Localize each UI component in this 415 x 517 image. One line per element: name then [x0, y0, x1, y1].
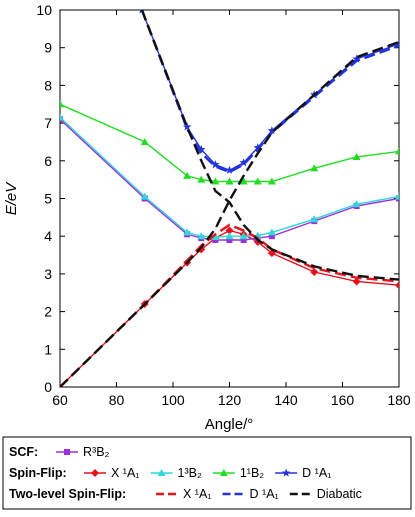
y-tick-label: 5 — [44, 191, 52, 207]
legend-item: X ¹A₁ — [84, 466, 140, 480]
series-3 — [60, 100, 399, 185]
legend-item: 1¹B₂ — [212, 466, 264, 480]
y-tick-label: 4 — [44, 228, 52, 244]
legend-item: R³B₂ — [56, 445, 110, 459]
data-point — [239, 158, 248, 167]
data-point — [225, 226, 234, 235]
legend-label: D ¹A₁ — [250, 487, 279, 501]
data-point — [226, 236, 233, 243]
data-point — [60, 113, 64, 121]
x-tick-label: 180 — [387, 392, 411, 408]
data-point — [240, 236, 247, 243]
legend-label: X ¹A₁ — [111, 466, 140, 480]
legend-item: Diabatic — [289, 487, 362, 501]
legend-label: 1³B₂ — [178, 466, 202, 480]
data-point — [140, 137, 149, 145]
data-point — [239, 232, 248, 240]
series-line — [60, 40, 399, 387]
data-point — [196, 144, 206, 154]
y-tick-label: 3 — [44, 266, 52, 282]
y-tick-label: 8 — [44, 77, 52, 93]
data-point — [267, 126, 277, 135]
data-point — [310, 215, 319, 223]
series-line — [140, 10, 399, 174]
legend-marker — [64, 449, 70, 455]
data-point — [267, 228, 276, 236]
data-point — [182, 122, 192, 131]
y-tick-label: 7 — [44, 115, 52, 131]
data-point — [253, 143, 263, 152]
legend-marker — [157, 469, 166, 476]
x-tick-label: 100 — [161, 392, 185, 408]
y-tick-label: 1 — [44, 341, 52, 357]
legend-item: D ¹A₁ — [222, 487, 279, 501]
series-line — [60, 103, 399, 183]
y-tick-label: 2 — [44, 304, 52, 320]
data-point — [225, 232, 234, 240]
x-tick-label: 140 — [274, 392, 298, 408]
data-point — [253, 177, 262, 185]
x-tick-label: 160 — [331, 392, 355, 408]
legend-marker — [91, 469, 99, 477]
x-tick-label: 80 — [109, 392, 125, 408]
legend-label: D ¹A₁ — [302, 466, 331, 480]
data-point — [197, 175, 206, 183]
data-point — [211, 160, 220, 169]
data-point — [352, 277, 361, 286]
data-point — [211, 177, 220, 185]
legend-marker — [219, 469, 228, 476]
data-point — [310, 164, 319, 172]
y-tick-label: 6 — [44, 153, 52, 169]
y-tick-label: 10 — [36, 2, 52, 18]
x-tick-label: 60 — [52, 392, 68, 408]
data-point — [212, 236, 219, 243]
data-point — [395, 281, 399, 290]
legend-label: 1¹B₂ — [240, 466, 264, 480]
series-line — [140, 10, 399, 281]
legend-item: 1³B₂ — [150, 466, 202, 480]
series-2 — [60, 113, 399, 240]
data-point — [395, 147, 399, 155]
legend-label: R³B₂ — [83, 445, 110, 459]
legend-box — [2, 436, 412, 510]
series-line — [60, 116, 399, 238]
data-point — [352, 54, 361, 63]
data-point — [267, 177, 276, 185]
data-point — [239, 177, 248, 185]
data-point — [268, 233, 275, 240]
legend-label: X ¹A₁ — [183, 487, 212, 501]
data-point — [140, 192, 149, 200]
plot-series-group — [60, 10, 399, 387]
series-8 — [140, 10, 399, 281]
series-line — [60, 118, 399, 241]
data-point — [197, 232, 206, 240]
data-point — [225, 165, 234, 174]
data-point — [225, 177, 234, 185]
legend-group-label: Two-level Spin-Flip: — [9, 487, 126, 501]
legend-item: X ¹A₁ — [156, 487, 212, 501]
legend-group-label: SCF: — [9, 445, 38, 459]
series-7 — [60, 40, 399, 387]
data-point — [183, 228, 192, 236]
data-point — [352, 153, 361, 161]
legend-marker — [281, 468, 291, 477]
data-point — [211, 232, 220, 240]
y-tick-label: 9 — [44, 40, 52, 56]
legend-label: Diabatic — [317, 487, 362, 501]
y-axis-label: E/eV — [3, 181, 20, 216]
legend-item: D ¹A₁ — [275, 466, 331, 480]
x-tick-label: 120 — [218, 392, 242, 408]
y-tick-label: 0 — [44, 379, 52, 395]
series-6 — [140, 10, 399, 174]
data-point — [395, 192, 399, 200]
data-point — [183, 171, 192, 179]
legend-group-label: Spin-Flip: — [9, 466, 67, 480]
data-point — [310, 268, 319, 277]
data-point — [352, 200, 361, 208]
data-point — [60, 100, 64, 108]
x-axis-label: Angle/° — [205, 416, 254, 433]
